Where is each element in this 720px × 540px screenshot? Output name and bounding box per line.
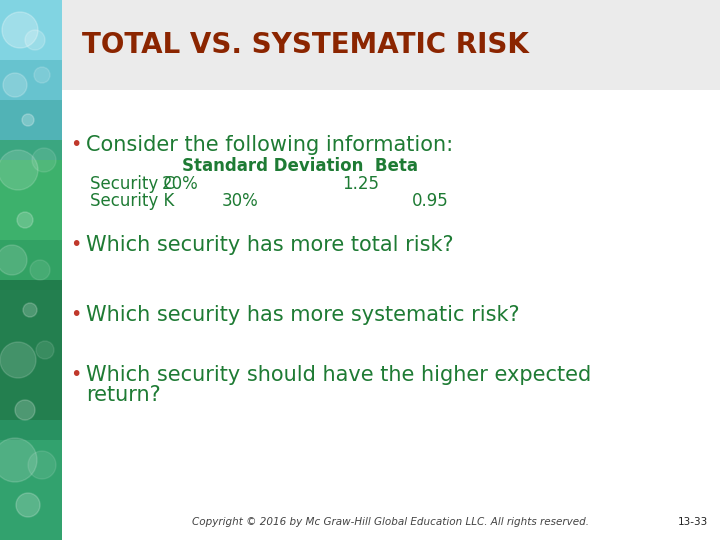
Text: Standard Deviation  Beta: Standard Deviation Beta [182, 157, 418, 175]
Text: 0.95: 0.95 [412, 192, 449, 210]
Circle shape [15, 400, 35, 420]
Text: 30%: 30% [222, 192, 258, 210]
Bar [0, 0, 62, 160]
Bar [0, 160, 62, 240]
Text: 20%: 20% [162, 175, 199, 193]
Circle shape [22, 114, 34, 126]
Circle shape [32, 148, 56, 172]
Text: Security K: Security K [90, 192, 174, 210]
Text: Which security has more total risk?: Which security has more total risk? [86, 235, 454, 255]
Circle shape [25, 30, 45, 50]
Bar [0, 140, 62, 290]
Text: Which security should have the higher expected: Which security should have the higher ex… [86, 365, 591, 385]
Circle shape [28, 451, 56, 479]
Circle shape [23, 303, 37, 317]
Circle shape [0, 438, 37, 482]
Text: return?: return? [86, 385, 161, 405]
Text: •: • [70, 306, 81, 325]
Circle shape [0, 150, 38, 190]
Text: Security C: Security C [90, 175, 175, 193]
Text: •: • [70, 366, 81, 384]
Bar [0, 0, 62, 540]
Text: •: • [70, 235, 81, 254]
Text: Which security has more systematic risk?: Which security has more systematic risk? [86, 305, 520, 325]
Bar [62, 0, 720, 90]
Circle shape [16, 493, 40, 517]
Circle shape [0, 245, 27, 275]
Text: Consider the following information:: Consider the following information: [86, 135, 453, 155]
Circle shape [3, 73, 27, 97]
Circle shape [0, 342, 36, 378]
Text: 13-33: 13-33 [678, 517, 708, 527]
Bar [0, 0, 62, 100]
Bar [0, 420, 62, 540]
Circle shape [36, 341, 54, 359]
Bar [0, 0, 62, 60]
Circle shape [30, 260, 50, 280]
Circle shape [2, 12, 38, 48]
Text: TOTAL VS. SYSTEMATIC RISK: TOTAL VS. SYSTEMATIC RISK [82, 31, 529, 59]
Circle shape [34, 67, 50, 83]
Text: •: • [70, 136, 81, 154]
Circle shape [17, 212, 33, 228]
Bar [0, 280, 62, 440]
Text: Copyright © 2016 by Mc Graw-Hill Global Education LLC. All rights reserved.: Copyright © 2016 by Mc Graw-Hill Global … [192, 517, 588, 527]
Bar [62, 90, 720, 540]
Text: 1.25: 1.25 [342, 175, 379, 193]
